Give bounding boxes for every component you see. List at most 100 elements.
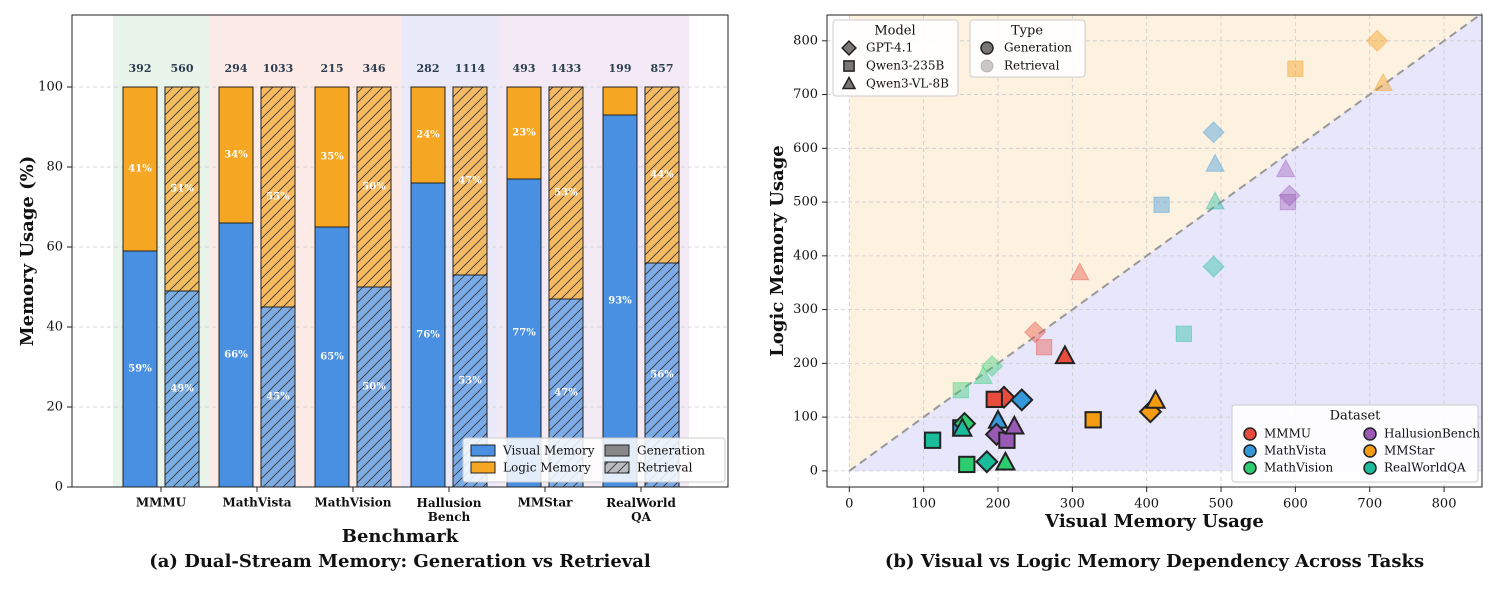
bar-segment [602,114,638,488]
point [1003,414,1026,435]
bar-segment [314,86,350,228]
bar-segment [164,86,200,292]
value-label: 49% [170,384,194,395]
x-tick-label: 300 [1060,497,1085,512]
y-tick-label: 100 [793,410,818,425]
point [1275,158,1296,178]
legend-label: Generation [637,444,705,458]
bar-segment [548,86,584,300]
legend-label: MMStar [1384,444,1435,458]
legend-box [1231,404,1479,483]
legend-marker [980,41,994,55]
legend-marker [1243,461,1257,475]
value-label: 56% [650,370,674,381]
legend-label: Qwen3-235B [866,59,945,73]
value-label: 53% [458,376,482,387]
y-tick-label: 60 [46,240,63,255]
legend-title: Type [1011,24,1043,39]
total-label: 1033 [263,62,294,75]
point [1153,196,1170,213]
value-label: 93% [608,296,632,307]
x-tick-label: RealWorld QA [606,496,676,524]
value-label: 66% [224,350,248,361]
value-label: 50% [362,182,386,193]
point [1205,153,1225,172]
x-tick-label: MathVista [222,496,291,510]
bar-segment [122,86,158,252]
total-label: 560 [171,62,194,75]
point [998,431,1016,449]
total-label: 1433 [551,62,582,75]
value-label: 59% [128,364,152,375]
point [985,390,1003,409]
bar-segment [506,178,542,488]
legend-marker [841,40,857,56]
bar-segment [410,182,446,488]
x-tick-label: MMStar [518,496,574,510]
bar-segment [218,222,254,488]
bar-segment [410,86,446,184]
x-tick-label: 800 [1432,497,1457,512]
x-tick-label: MathVision [314,496,391,510]
y-tick-label: 40 [46,320,63,335]
legend-label: Retrieval [1004,59,1060,73]
plot-frame [826,14,1483,488]
bar-segment [644,86,680,264]
legend-title: Model [874,24,915,39]
x-tick-label: 500 [1209,497,1234,512]
point [1202,255,1225,278]
legend-marker [843,60,855,72]
legend-marker [1363,444,1377,458]
total-label: 282 [417,62,440,75]
total-label: 199 [609,62,632,75]
point [958,455,976,474]
point [1024,321,1047,344]
x-tick-label: 400 [1134,497,1159,512]
total-label: 346 [363,62,386,75]
bar-segment [218,86,254,224]
y-tick-label: 100 [38,80,63,95]
point [980,354,1004,378]
y-tick-label: 600 [793,141,818,156]
x-tick-label: MMMU [136,496,187,510]
value-label: 47% [554,388,578,399]
legend-label: Retrieval [637,461,693,475]
legend-marker [1363,461,1377,475]
value-label: 35% [320,152,344,163]
legend-label: Qwen3-VL-8B [866,77,949,91]
legend-marker [1243,444,1257,458]
x-tick-label: 600 [1283,497,1308,512]
y-tick-label: 20 [46,400,63,415]
value-label: 44% [650,170,674,181]
point [1279,193,1297,211]
legend-marker [980,59,994,73]
x-tick-label: 700 [1357,497,1382,512]
value-label: 41% [128,164,152,175]
chart-title: (b) Visual vs Logic Memory Dependency Ac… [885,551,1424,572]
legend-box [969,19,1086,78]
legend-swatch [604,444,630,457]
y-tick-label: 800 [793,33,818,48]
legend-label: GPT-4.1 [866,41,913,55]
x-tick-label: 100 [911,497,936,512]
y-tick-label: 0 [55,480,63,495]
x-axis-title: Benchmark [342,526,459,547]
bar-segment [356,86,392,288]
legend-swatch [470,444,496,457]
point [1069,262,1090,281]
value-label: 47% [458,176,482,187]
legend-marker [841,75,857,90]
value-label: 65% [320,352,344,363]
y-axis-title: Logic Memory Usage [767,145,788,356]
legend-label: Logic Memory [503,461,591,475]
point [1373,72,1393,92]
y-tick-label: 500 [793,195,818,210]
legend-marker [1363,427,1377,441]
legend-swatch [604,461,630,474]
value-label: 45% [266,392,290,403]
value-label: 34% [224,150,248,161]
x-tick-label: Hallusion Bench [417,496,482,524]
point [952,382,969,399]
value-label: 53% [554,188,578,199]
point [923,431,942,449]
